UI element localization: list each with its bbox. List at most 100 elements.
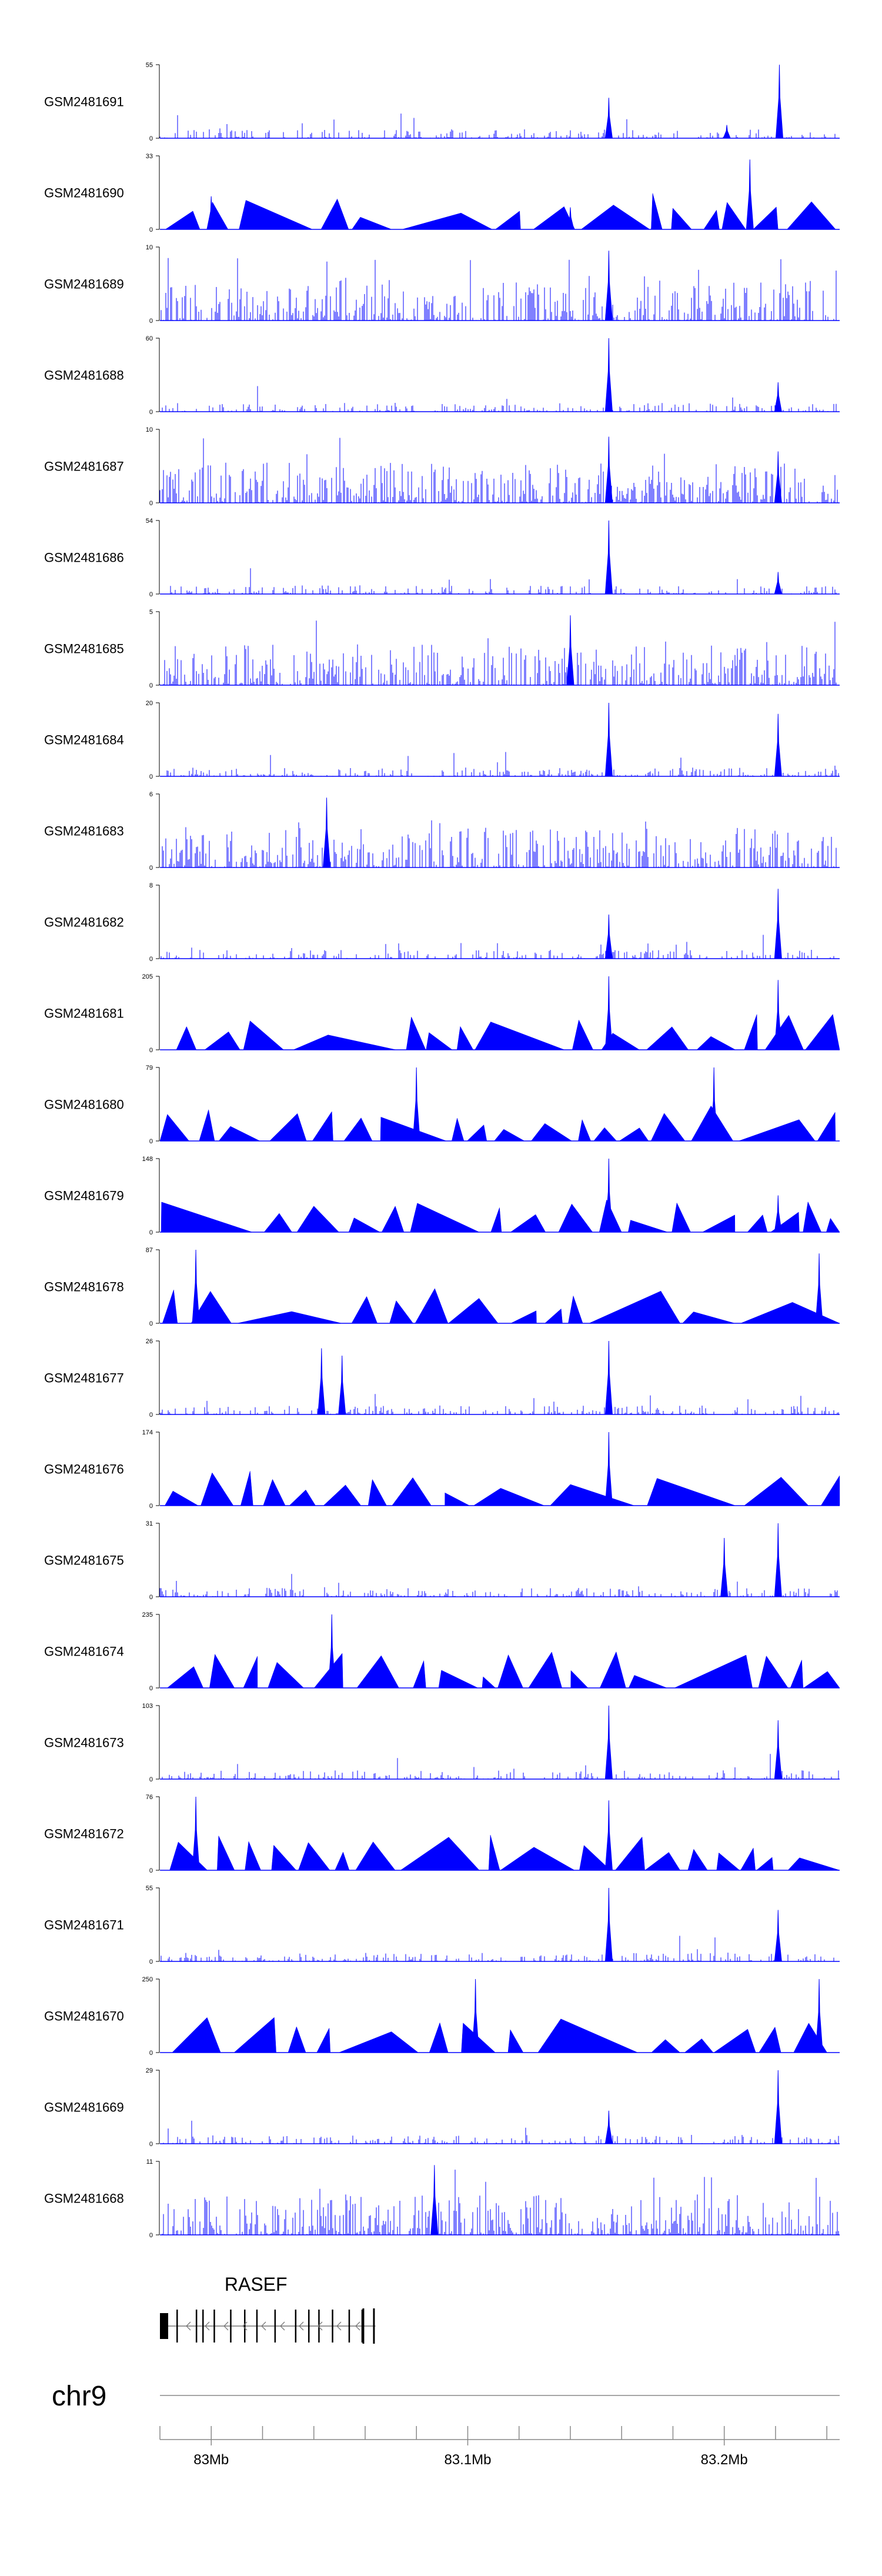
gene-exon	[230, 2310, 232, 2343]
signal-coverage	[165, 193, 836, 230]
track-label: GSM2481673	[44, 1736, 124, 1750]
signal-peak	[604, 1887, 613, 1962]
signal-coverage	[169, 1834, 840, 1871]
signal-peak	[604, 914, 613, 959]
y-max-label: 55	[146, 1885, 153, 1892]
strand-arrow	[280, 2321, 285, 2331]
track-label: GSM2481670	[44, 2009, 124, 2024]
y-min-label: 0	[149, 500, 153, 507]
y-max-label: 29	[146, 2067, 153, 2074]
track-label: GSM2481677	[44, 1371, 124, 1386]
gene-exon	[308, 2310, 310, 2343]
track-GSM2481681: GSM2481681 205 0	[44, 973, 840, 1054]
track-label: GSM2481687	[44, 459, 124, 474]
y-max-label: 235	[142, 1611, 153, 1619]
track-label: GSM2481691	[44, 95, 124, 109]
signal-peak	[604, 702, 613, 777]
track-label: GSM2481680	[44, 1097, 124, 1112]
track-GSM2481686: GSM2481686 54 0	[44, 518, 840, 598]
signal-coverage	[159, 386, 837, 412]
signal-coverage	[161, 1936, 834, 1961]
track-label: GSM2481688	[44, 368, 124, 383]
y-min-label: 0	[149, 1867, 153, 1874]
y-max-label: 103	[142, 1703, 153, 1710]
signal-coverage	[161, 1199, 840, 1233]
gene-utr-block	[160, 2313, 168, 2339]
signal-peak	[604, 251, 613, 321]
signal-peak	[604, 1340, 613, 1415]
signal-coverage	[159, 1394, 839, 1414]
y-max-label: 60	[146, 335, 153, 342]
gene-exon	[348, 2310, 350, 2343]
track-label: GSM2481686	[44, 550, 124, 565]
track-GSM2481671: GSM2481671 55 0	[44, 1885, 840, 1966]
gene-name-label: RASEF	[225, 2274, 288, 2295]
track-label: GSM2481682	[44, 915, 124, 930]
y-min-label: 0	[149, 1958, 153, 1966]
y-max-label: 11	[146, 2158, 153, 2165]
track-label: GSM2481675	[44, 1553, 124, 1568]
signal-peak	[192, 1796, 200, 1871]
signal-peak	[774, 451, 782, 503]
signal-peak	[604, 520, 613, 595]
axis-tick-label: 83.1Mb	[444, 2452, 491, 2468]
track-label: GSM2481668	[44, 2191, 124, 2206]
track-GSM2481687: GSM2481687 10 0	[44, 426, 840, 507]
signal-coverage	[164, 1471, 840, 1506]
signal-coverage	[166, 1651, 840, 1689]
signal-peak	[774, 2070, 782, 2144]
signal-coverage	[162, 2170, 839, 2235]
track-label: GSM2481671	[44, 1918, 124, 1933]
signal-peak	[412, 1067, 420, 1142]
signal-coverage	[161, 935, 834, 959]
strand-arrow	[318, 2321, 323, 2331]
signal-peak	[774, 572, 782, 595]
track-GSM2481683: GSM2481683 6 0	[44, 791, 840, 872]
y-min-label: 0	[149, 318, 153, 325]
signal-coverage	[172, 2017, 827, 2053]
track-label: GSM2481684	[44, 733, 124, 748]
track-label: GSM2481689	[44, 277, 124, 292]
y-min-label: 0	[149, 1320, 153, 1327]
track-GSM2481675: GSM2481675 31 0	[44, 1520, 840, 1601]
signal-coverage	[162, 1754, 839, 1779]
signal-tracks: GSM2481691550GSM2481690330GSM2481689100G…	[44, 62, 840, 2239]
signal-peak	[207, 196, 215, 230]
track-GSM2481670: GSM2481670 250 0	[44, 1976, 840, 2057]
gene-exon	[274, 2310, 276, 2343]
y-min-label: 0	[149, 773, 153, 780]
track-GSM2481691: GSM2481691 55 0	[44, 62, 840, 142]
y-min-label: 0	[149, 1776, 153, 1783]
axis-tick-label: 83.2Mb	[701, 2452, 748, 2468]
strand-arrow	[205, 2321, 210, 2331]
chromosome-label: chr9	[52, 2381, 106, 2412]
y-min-label: 0	[149, 1047, 153, 1054]
y-min-label: 0	[149, 226, 153, 233]
strand-arrow	[223, 2321, 229, 2331]
signal-peak	[604, 1705, 613, 1780]
track-label: GSM2481690	[44, 186, 124, 201]
track-GSM2481689: GSM2481689 10 0	[44, 244, 840, 325]
track-label: GSM2481678	[44, 1280, 124, 1294]
signal-peak	[604, 976, 613, 1050]
signal-peak	[328, 1614, 336, 1689]
y-min-label: 0	[149, 865, 153, 872]
signal-peak	[774, 1195, 782, 1233]
signal-coverage	[162, 1288, 840, 1324]
y-max-label: 76	[146, 1794, 153, 1801]
y-min-label: 0	[149, 956, 153, 963]
y-min-label: 0	[149, 2141, 153, 2148]
track-GSM2481680: GSM2481680 79 0	[44, 1065, 840, 1145]
y-max-label: 54	[146, 518, 153, 525]
y-min-label: 0	[149, 2050, 153, 2057]
gene-exon	[295, 2310, 297, 2343]
y-min-label: 0	[149, 591, 153, 598]
signal-peak	[430, 2165, 439, 2235]
signal-peak	[604, 98, 613, 139]
track-GSM2481673: GSM2481673 103 0	[44, 1703, 840, 1783]
signal-peak	[815, 1978, 823, 2053]
signal-peak	[604, 2110, 613, 2144]
signal-peak	[604, 1432, 613, 1506]
track-GSM2481672: GSM2481672 76 0	[44, 1794, 840, 1874]
